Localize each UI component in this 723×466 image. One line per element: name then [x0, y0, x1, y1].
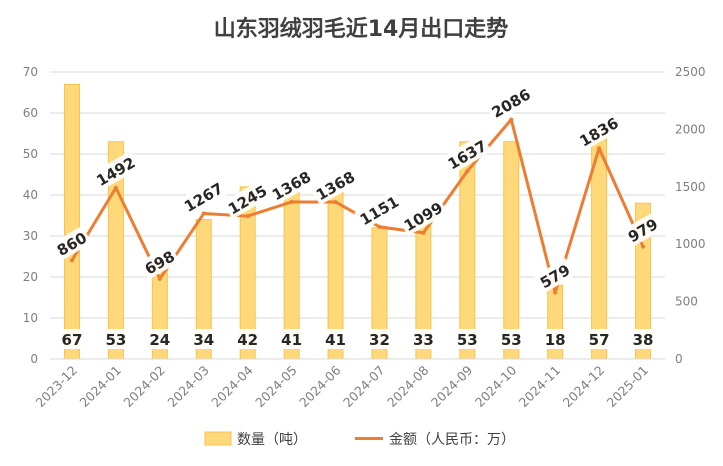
line-label-box — [90, 150, 141, 192]
bar — [459, 141, 476, 360]
bar-label-box — [278, 329, 305, 349]
bar-label-box — [410, 329, 437, 349]
bar-label-box — [630, 329, 657, 349]
line-label-box — [138, 244, 180, 280]
line-point — [201, 211, 206, 216]
bar-value-label: 53 — [105, 331, 126, 349]
bar-label-box — [58, 329, 85, 349]
y-left-tick-label: 40 — [23, 188, 38, 202]
y-right-tick-label: 0 — [675, 352, 683, 366]
line-label-box — [534, 258, 576, 294]
bar-value-label: 24 — [149, 331, 170, 349]
line-point — [333, 199, 338, 204]
line-label-box — [485, 82, 536, 123]
line-point — [641, 244, 646, 249]
line-point — [465, 169, 470, 174]
line-label-box — [50, 225, 93, 262]
bar-value-label: 41 — [325, 331, 346, 349]
line-point — [421, 230, 426, 235]
line-label-box — [354, 189, 404, 231]
line-point — [377, 224, 382, 229]
bar-label-box — [146, 329, 173, 349]
line-label-box — [222, 179, 273, 220]
y-right-tick-label: 1500 — [675, 180, 706, 194]
y-left-tick-label: 20 — [23, 270, 38, 284]
bar-value-label: 57 — [589, 331, 610, 349]
bar-value-label: 42 — [237, 331, 258, 349]
bar — [503, 141, 520, 360]
bar-label-box — [586, 329, 613, 349]
legend-line-label: 金额（人民币：万） — [389, 432, 515, 448]
bar-value-label: 34 — [193, 331, 214, 349]
bar-label-box — [234, 329, 261, 349]
bar-label-box — [454, 329, 481, 349]
bar-value-label: 41 — [281, 331, 302, 349]
bar-value-label: 67 — [62, 331, 83, 349]
line-label-box — [573, 111, 624, 152]
line-point — [553, 290, 558, 295]
line-label-box — [621, 212, 664, 248]
line-point — [69, 258, 74, 263]
legend: 数量（吨） 金额（人民币：万） — [204, 431, 515, 448]
bar-label-box — [190, 329, 217, 349]
y-right-tick-label: 1000 — [675, 237, 706, 251]
chart-title: 山东羽绒羽毛近14月出口走势 — [214, 16, 509, 42]
y-left-tick-label: 30 — [23, 229, 38, 243]
y-left-tick-label: 60 — [23, 106, 38, 120]
bar-label-box — [498, 329, 525, 349]
bar-label-box — [322, 329, 349, 349]
bar-value-label: 32 — [369, 331, 390, 349]
legend-bar-label: 数量（吨） — [237, 432, 307, 448]
y-right-tick-label: 2500 — [675, 65, 706, 79]
bar-value-label: 33 — [413, 331, 434, 349]
bar-value-label: 53 — [457, 331, 478, 349]
line-label-box — [178, 176, 229, 217]
bar-value-label: 18 — [545, 331, 566, 349]
line-label-box — [397, 195, 448, 237]
line-point — [245, 214, 250, 219]
y-right-tick-label: 500 — [675, 295, 698, 309]
line-point — [289, 199, 294, 204]
bar-label-box — [366, 329, 393, 349]
bar — [63, 83, 80, 360]
line-point — [597, 146, 602, 151]
line-point — [157, 276, 162, 281]
y-left-tick-label: 0 — [30, 352, 38, 366]
line-label-box — [310, 164, 360, 206]
bar-value-label: 38 — [633, 331, 654, 349]
bar-label-box — [102, 329, 129, 349]
y-right-tick-label: 2000 — [675, 122, 706, 136]
bar-value-label: 53 — [501, 331, 522, 349]
line-point — [113, 185, 118, 190]
y-left-tick-label: 50 — [23, 147, 38, 161]
y-left-tick-label: 10 — [23, 311, 38, 325]
line-label-box — [441, 134, 492, 175]
legend-bar-swatch — [204, 431, 232, 446]
line-label-box — [266, 164, 317, 206]
bar-label-box — [542, 329, 569, 349]
line-point — [509, 117, 514, 122]
y-left-tick-label: 70 — [23, 65, 38, 79]
